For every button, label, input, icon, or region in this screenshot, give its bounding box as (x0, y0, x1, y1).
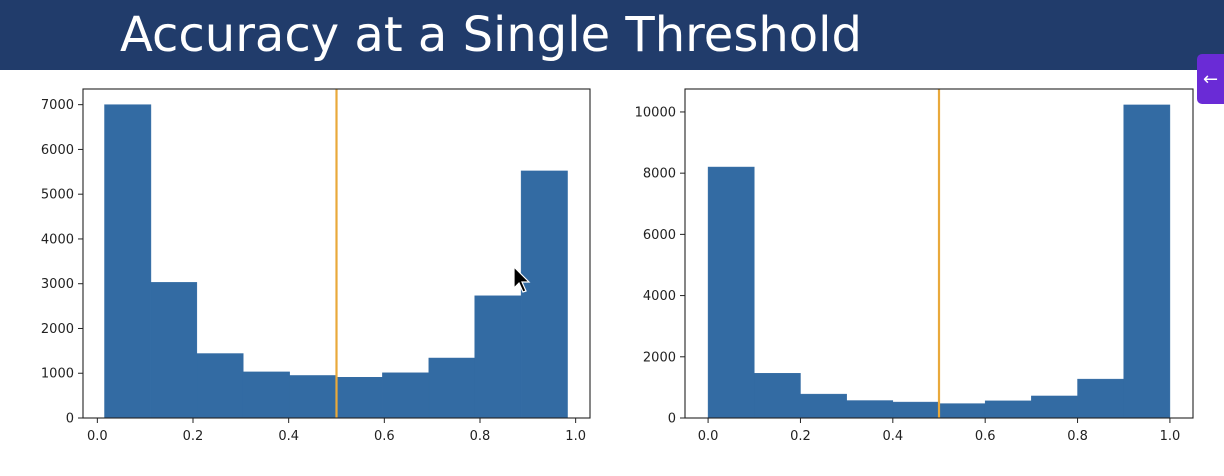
right-y-tick-label: 6000 (643, 228, 676, 243)
left-bar-3 (242, 371, 290, 419)
left-bar-6 (382, 372, 430, 419)
right-x-tick-label: 0.6 (975, 429, 996, 444)
right-x-tick-label: 1.0 (1160, 429, 1181, 444)
right-y-tick-label: 10000 (635, 105, 676, 120)
left-x-tick-label: 0.8 (470, 429, 491, 444)
left-bar-5 (336, 377, 383, 419)
right-bar-9 (1123, 104, 1171, 419)
right-bar-1 (754, 373, 801, 419)
right-y-tick-label: 8000 (643, 167, 676, 182)
side-panel-tab[interactable]: ← (1197, 54, 1224, 104)
mouse-cursor-icon (513, 266, 531, 293)
left-bar-8 (474, 295, 522, 419)
left-bar-9 (520, 170, 568, 419)
left-bar-0 (104, 104, 152, 419)
right-y-tick-label: 4000 (643, 289, 676, 304)
left-y-tick-label: 2000 (41, 322, 74, 337)
left-bar-2 (196, 353, 244, 419)
left-x-tick-label: 0.4 (278, 429, 299, 444)
left-y-tick-label: 7000 (41, 98, 74, 113)
left-y-tick-label: 5000 (41, 188, 74, 203)
right-bar-7 (1031, 395, 1078, 419)
left-y-tick-label: 4000 (41, 232, 74, 247)
left-bar-1 (150, 282, 198, 419)
left-y-tick-label: 1000 (41, 367, 74, 382)
left-y-tick-label: 3000 (41, 277, 74, 292)
left-plot-frame (82, 88, 591, 419)
left-bar-7 (428, 357, 475, 419)
left-bar-4 (289, 375, 337, 419)
left-x-tick-label: 0.2 (183, 429, 204, 444)
right-x-tick-label: 0.8 (1067, 429, 1088, 444)
title-bar: Accuracy at a Single Threshold (0, 0, 1224, 70)
left-y-tick-label: 0 (66, 412, 74, 427)
right-bar-8 (1077, 378, 1124, 419)
right-bar-6 (984, 400, 1032, 419)
left-y-tick-label: 6000 (41, 143, 74, 158)
right-y-tick-label: 2000 (643, 350, 676, 365)
right-y-tick-label: 0 (668, 412, 676, 427)
right-x-tick-label: 0.2 (790, 429, 811, 444)
right-bar-2 (800, 393, 847, 419)
slide-title: Accuracy at a Single Threshold (120, 7, 862, 63)
histogram-right: 0.0 0.2 0.4 0.6 0.8 1.0 0 2000 4000 6000 8000 10000 (635, 88, 1194, 444)
right-x-tick-label: 0.4 (882, 429, 903, 444)
right-bar-0 (707, 166, 755, 419)
histogram-left: 0.0 0.2 0.4 0.6 0.8 1.0 0 1000 2000 3000 4000 5000 6… (41, 88, 591, 444)
right-plot-frame (684, 88, 1194, 419)
right-bar-4 (892, 401, 940, 419)
right-x-tick-label: 0.0 (698, 429, 719, 444)
left-x-tick-label: 1.0 (565, 429, 586, 444)
right-bar-5 (938, 403, 986, 419)
right-bar-3 (846, 400, 894, 419)
left-x-tick-label: 0.0 (87, 429, 108, 444)
left-x-tick-label: 0.6 (374, 429, 395, 444)
arrow-left-icon: ← (1202, 68, 1219, 90)
